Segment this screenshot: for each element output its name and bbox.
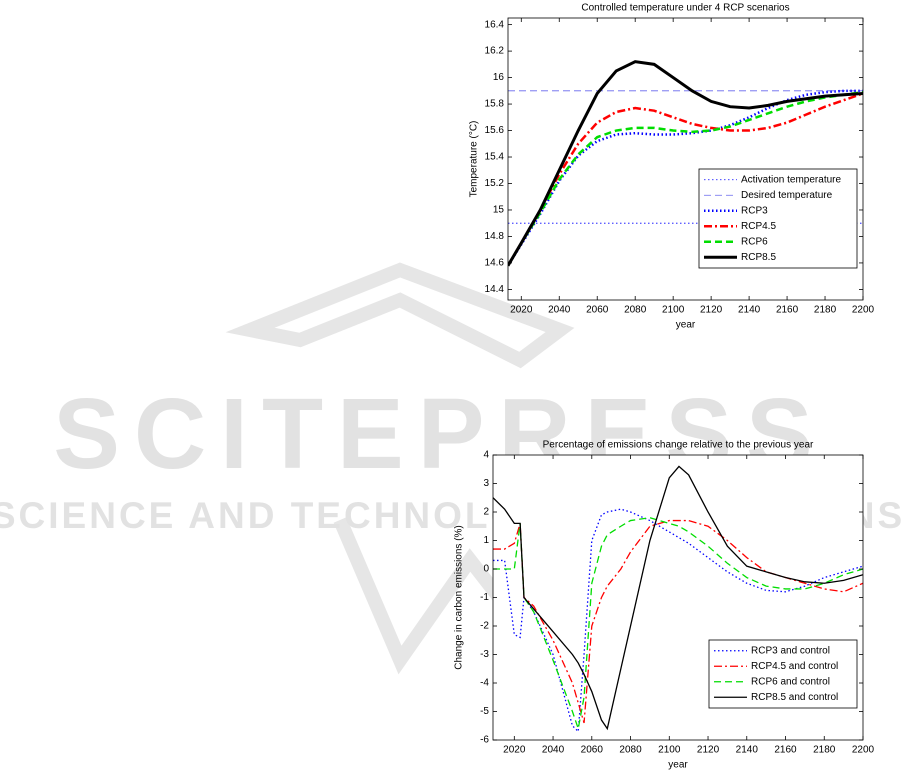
x-tick-label: 2200 [852, 305, 875, 316]
legend: RCP3 and control RCP4.5 and control RCP6 a… [708, 639, 858, 709]
y-tick-label: 15.8 [485, 99, 505, 110]
x-axis-label: year [676, 320, 696, 331]
y-tick-label: -6 [480, 735, 489, 746]
x-tick-label: 2020 [510, 305, 533, 316]
legend-label: RCP8.5 and control [751, 692, 838, 703]
y-tick-label: -5 [480, 706, 489, 717]
y-tick-label: 16 [493, 72, 505, 83]
legend-label: Activation temperature [741, 174, 841, 185]
y-tick-label: -2 [480, 621, 489, 632]
x-tick-label: 2120 [700, 305, 723, 316]
legend-box [698, 168, 858, 269]
x-axis-label: year [668, 760, 688, 771]
x-tick-label: 2160 [776, 305, 799, 316]
legend-label: RCP4.5 [741, 221, 776, 232]
x-tick-label: 2020 [503, 745, 526, 756]
series-line [508, 60, 863, 267]
legend-label: RCP3 and control [751, 645, 830, 656]
legend-label: RCP6 and control [751, 676, 830, 687]
y-tick-label: 14.4 [485, 284, 505, 295]
y-tick-label: 0 [483, 564, 489, 575]
legend: Activation temperature Desired temperatur… [698, 168, 858, 269]
x-tick-label: 2140 [738, 305, 761, 316]
legend-label: RCP4.5 and control [751, 661, 838, 672]
series-line [508, 90, 863, 267]
x-tick-label: 2140 [736, 745, 759, 756]
x-tick-label: 2180 [813, 745, 836, 756]
x-tick-label: 2100 [662, 305, 685, 316]
y-tick-label: -3 [480, 649, 489, 660]
y-tick-label: 14.8 [485, 231, 505, 242]
series-line [508, 92, 863, 267]
y-tick-label: 3 [483, 478, 489, 489]
x-tick-label: 2080 [619, 745, 642, 756]
x-tick-label: 2080 [624, 305, 647, 316]
x-tick-label: 2060 [581, 745, 604, 756]
x-tick-label: 2180 [814, 305, 837, 316]
axes-frame [507, 17, 864, 301]
y-tick-label: 15 [493, 205, 505, 216]
y-tick-label: 2 [483, 507, 489, 518]
y-tick-label: 1 [483, 535, 489, 546]
x-tick-label: 2060 [586, 305, 609, 316]
chart: 2020 2040 2060 2080 2100 2120 2140 2160 2180 2200… [469, 3, 875, 331]
legend-label: Desired temperature [741, 190, 833, 201]
x-tick-label: 2160 [774, 745, 797, 756]
y-axis-label: Temperature (°C) [469, 121, 480, 198]
legend-label: RCP3 [741, 205, 768, 216]
x-tick-label: 2040 [548, 305, 571, 316]
y-tick-label: -4 [480, 678, 489, 689]
chart: 2020 2040 2060 2080 2100 2120 2140 2160 2180 2200… [454, 440, 875, 771]
y-tick-label: -1 [480, 592, 489, 603]
legend-label: RCP8.5 [741, 252, 776, 263]
y-axis-label: Change in carbon emissions (%) [454, 525, 465, 670]
x-tick-label: 2120 [697, 745, 720, 756]
x-tick-label: 2200 [852, 745, 875, 756]
y-tick-label: 4 [483, 450, 489, 461]
series-line [493, 519, 863, 724]
y-tick-label: 14.6 [485, 258, 505, 269]
chart-title: Percentage of emissions change relative … [543, 440, 814, 451]
x-tick-label: 2040 [542, 745, 565, 756]
watermark: SCITEPRESS SCIENCE AND TECHNOLOGY PUBLIC… [0, 262, 901, 675]
series-line [493, 517, 863, 732]
y-tick-label: 15.4 [485, 152, 505, 163]
y-tick-label: 16.2 [485, 46, 505, 57]
y-tick-label: 15.6 [485, 125, 505, 136]
y-tick-label: 16.4 [485, 19, 505, 30]
legend-label: RCP6 [741, 236, 768, 247]
x-tick-label: 2100 [658, 745, 681, 756]
series-line [493, 465, 863, 731]
y-tick-label: 15.2 [485, 178, 505, 189]
chart-title: Controlled temperature under 4 RCP scena… [581, 3, 789, 14]
